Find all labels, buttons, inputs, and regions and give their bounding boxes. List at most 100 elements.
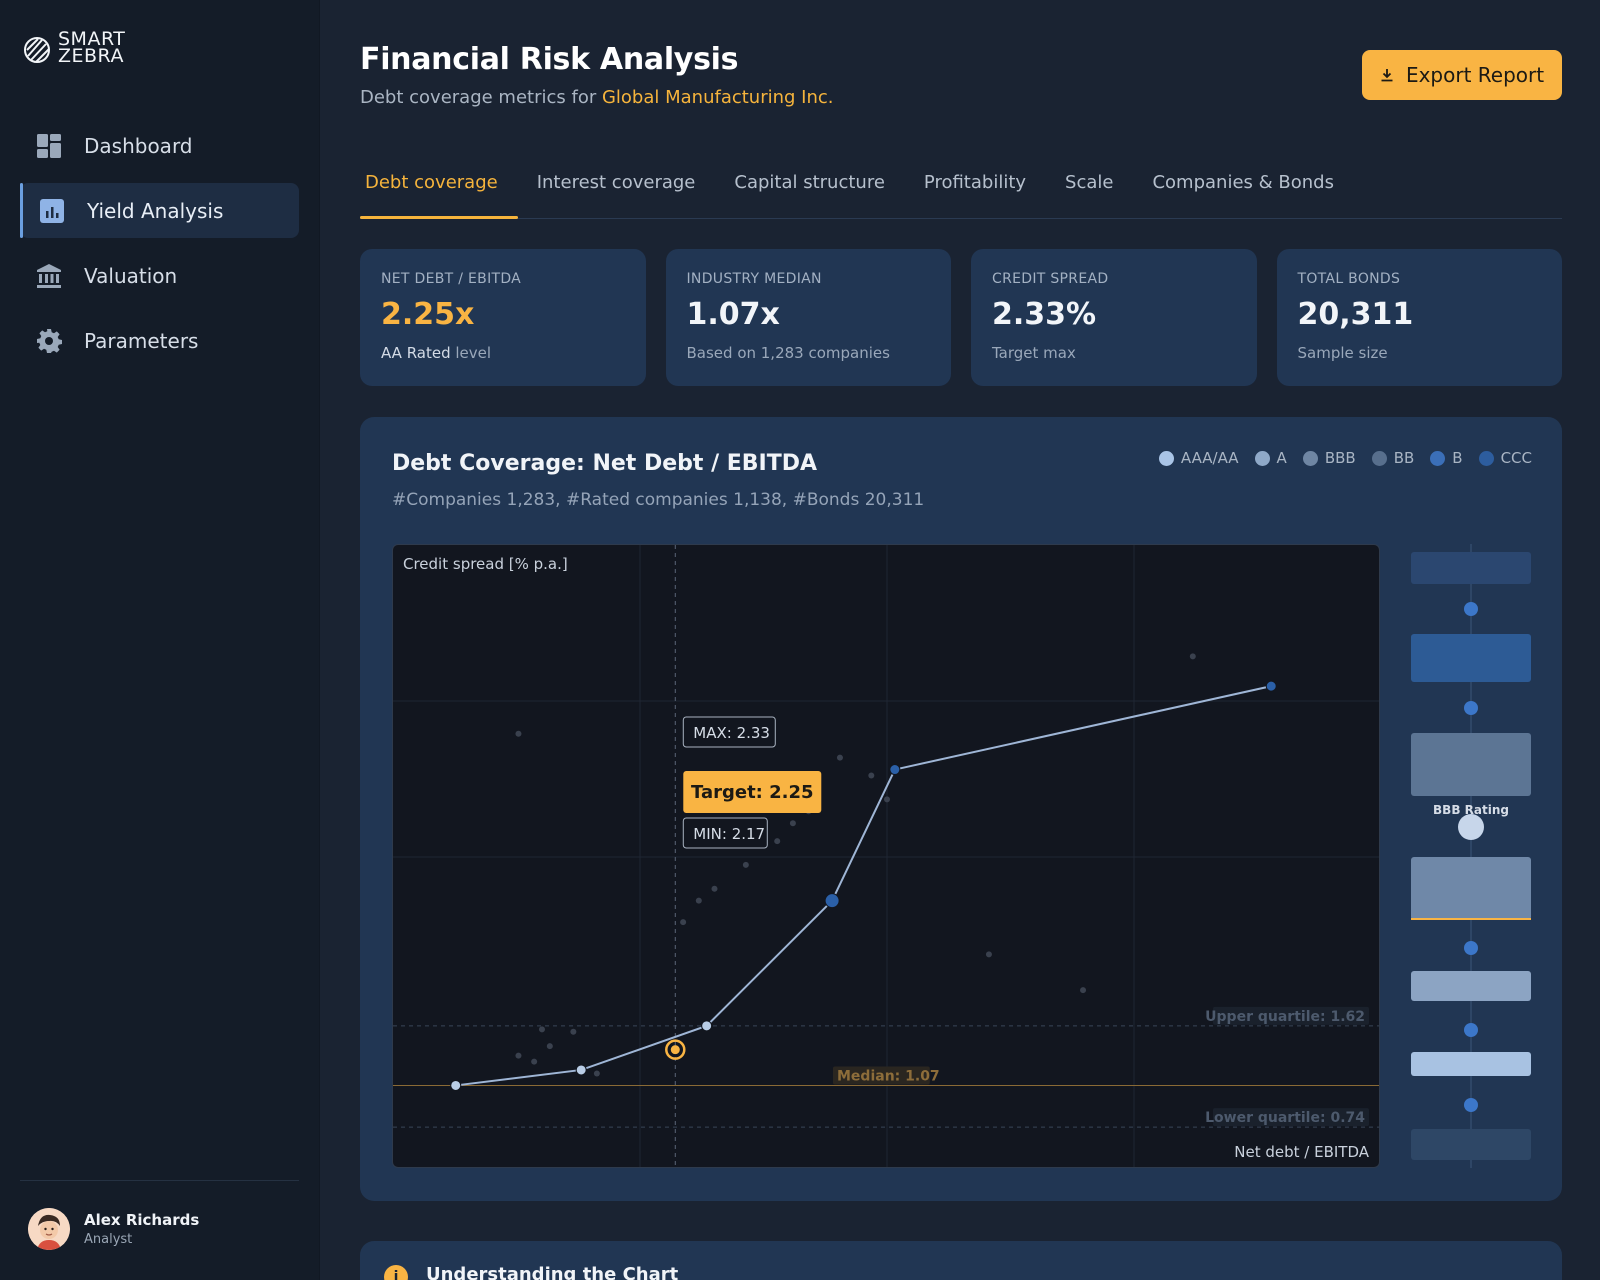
legend-item[interactable]: A [1254, 449, 1287, 467]
target-marker-ring [665, 1039, 686, 1060]
rating-node [1464, 941, 1478, 955]
metric-note: Based on 1,283 companies [686, 344, 890, 362]
metric-value: 2.25x [381, 297, 475, 332]
export-report-button[interactable]: Export Report [1362, 50, 1562, 100]
metric-card-credit-spread: CREDIT SPREAD 2.33% Target max [971, 249, 1257, 386]
legend-dot [1371, 450, 1387, 466]
tab-debt-coverage[interactable]: Debt coverage [360, 160, 518, 219]
sidebar: SMART ZEBRA Dashboard Yield Analysis Val… [0, 0, 320, 1280]
metric-label: NET DEBT / EBITDA [381, 271, 522, 287]
rating-strip: BBB Rating [1411, 544, 1531, 1168]
subtitle-text: Debt coverage metrics for [360, 87, 602, 108]
legend-label: BBB [1324, 449, 1356, 467]
series-point [824, 893, 840, 909]
rating-band [1411, 971, 1531, 1001]
series-point [450, 1079, 462, 1091]
tab-interest-coverage[interactable]: Interest coverage [536, 172, 696, 193]
user-profile[interactable]: Alex Richards Analyst [28, 1208, 199, 1250]
chart-title: Debt Coverage: Net Debt / EBITDA [392, 451, 818, 476]
tab-profitability[interactable]: Profitability [923, 172, 1027, 193]
legend-item[interactable]: BB [1371, 449, 1415, 467]
rating-band [1411, 733, 1531, 796]
target-tooltip-box [683, 771, 822, 813]
legend-item[interactable]: BBB [1302, 449, 1356, 467]
tab-companies-bonds[interactable]: Companies & Bonds [1152, 172, 1334, 193]
nav-label: Parameters [84, 328, 199, 353]
avatar [28, 1208, 70, 1250]
legend-dot [1478, 450, 1494, 466]
scatter-point [1189, 653, 1196, 660]
metric-label: TOTAL BONDS [1297, 271, 1401, 287]
info-card[interactable]: i Understanding the Chart [360, 1241, 1562, 1280]
target-tooltip-label: Target: 2.25 [691, 782, 814, 803]
nav-item-dashboard[interactable]: Dashboard [20, 118, 299, 173]
metric-card-net-debt-ebitda: NET DEBT / EBITDA 2.25x AA Rated level [360, 249, 646, 386]
divider [20, 1180, 299, 1181]
legend-label: B [1452, 449, 1463, 467]
metric-value: 2.33% [992, 297, 1097, 332]
scatter-point [695, 897, 702, 904]
legend-item[interactable]: B [1430, 449, 1463, 467]
export-label: Export Report [1405, 63, 1545, 87]
rating-current-marker [1458, 814, 1484, 840]
company-name[interactable]: Global Manufacturing Inc. [601, 87, 834, 108]
tab-capital-structure[interactable]: Capital structure [734, 172, 885, 193]
scatter-point [985, 951, 992, 958]
scatter-point [515, 1052, 522, 1059]
chart-legend: AAA/AA A BBB BB B CCC [1158, 449, 1532, 467]
metric-value: 1.07x [686, 297, 780, 332]
scatter-point [515, 730, 522, 737]
max-tooltip-box [682, 716, 776, 748]
metric-label: CREDIT SPREAD [992, 271, 1109, 287]
metric-note: Target max [992, 344, 1076, 362]
x-axis-label: Net debt / EBITDA [1234, 1143, 1369, 1161]
scatter-point [531, 1058, 538, 1065]
page-title: Financial Risk Analysis [360, 42, 739, 77]
metric-note: AA Rated level [381, 344, 492, 362]
series-point [575, 1064, 587, 1076]
nav-item-yield-analysis[interactable]: Yield Analysis [20, 183, 299, 238]
legend-label: A [1276, 449, 1287, 467]
zebra-logo-icon [24, 37, 50, 63]
legend-dot [1254, 450, 1270, 466]
nav-item-parameters[interactable]: Parameters [20, 313, 299, 368]
nav-label: Dashboard [84, 133, 193, 158]
legend-label: BB [1393, 449, 1415, 467]
plot-area[interactable]: Upper quartile: 1.62 Median: 1.07 Lower qu… [392, 544, 1380, 1168]
rating-band [1411, 1052, 1531, 1076]
rating-node [1464, 602, 1478, 616]
reference-label: Lower quartile: 0.74 [1205, 1110, 1365, 1126]
legend-dot [1430, 450, 1446, 466]
nav-item-valuation[interactable]: Valuation [20, 248, 299, 303]
min-tooltip-label: MIN: 2.17 [693, 825, 765, 843]
scatter-point [868, 772, 875, 779]
rating-band [1411, 634, 1531, 682]
reference-label: Upper quartile: 1.62 [1205, 1009, 1365, 1025]
scatter-point [538, 1026, 545, 1033]
metric-card-total-bonds: TOTAL BONDS 20,311 Sample size [1276, 249, 1562, 386]
series-point [1265, 680, 1277, 692]
legend-item[interactable]: CCC [1478, 449, 1532, 467]
legend-label: AAA/AA [1180, 449, 1239, 467]
bank-icon [36, 263, 62, 289]
series-point [889, 764, 901, 776]
scatter-point [1080, 987, 1087, 994]
user-role: Analyst [84, 1232, 133, 1247]
min-tooltip-box [682, 817, 768, 849]
legend-item[interactable]: AAA/AA [1158, 449, 1239, 467]
metric-value: 20,311 [1297, 297, 1414, 332]
rating-strip-label: BBB Rating [1433, 803, 1509, 817]
sidebar-nav: Dashboard Yield Analysis Valuation Param… [20, 118, 299, 378]
reference-label: Median: 1.07 [837, 1068, 940, 1084]
scatter-point [680, 919, 687, 926]
brand-logo[interactable]: SMART ZEBRA [22, 30, 125, 66]
chart-svg: Upper quartile: 1.62 Median: 1.07 Lower qu… [393, 545, 1379, 1167]
chart-subtitle: #Companies 1,283, #Rated companies 1,138… [392, 490, 925, 510]
user-name: Alex Richards [84, 1211, 200, 1229]
scatter-point [836, 754, 843, 761]
series-point [701, 1020, 713, 1032]
tab-scale[interactable]: Scale [1065, 172, 1114, 193]
reference-label-bg [1213, 1006, 1369, 1025]
metric-note: Sample size [1297, 344, 1388, 362]
rating-node [1464, 701, 1478, 715]
